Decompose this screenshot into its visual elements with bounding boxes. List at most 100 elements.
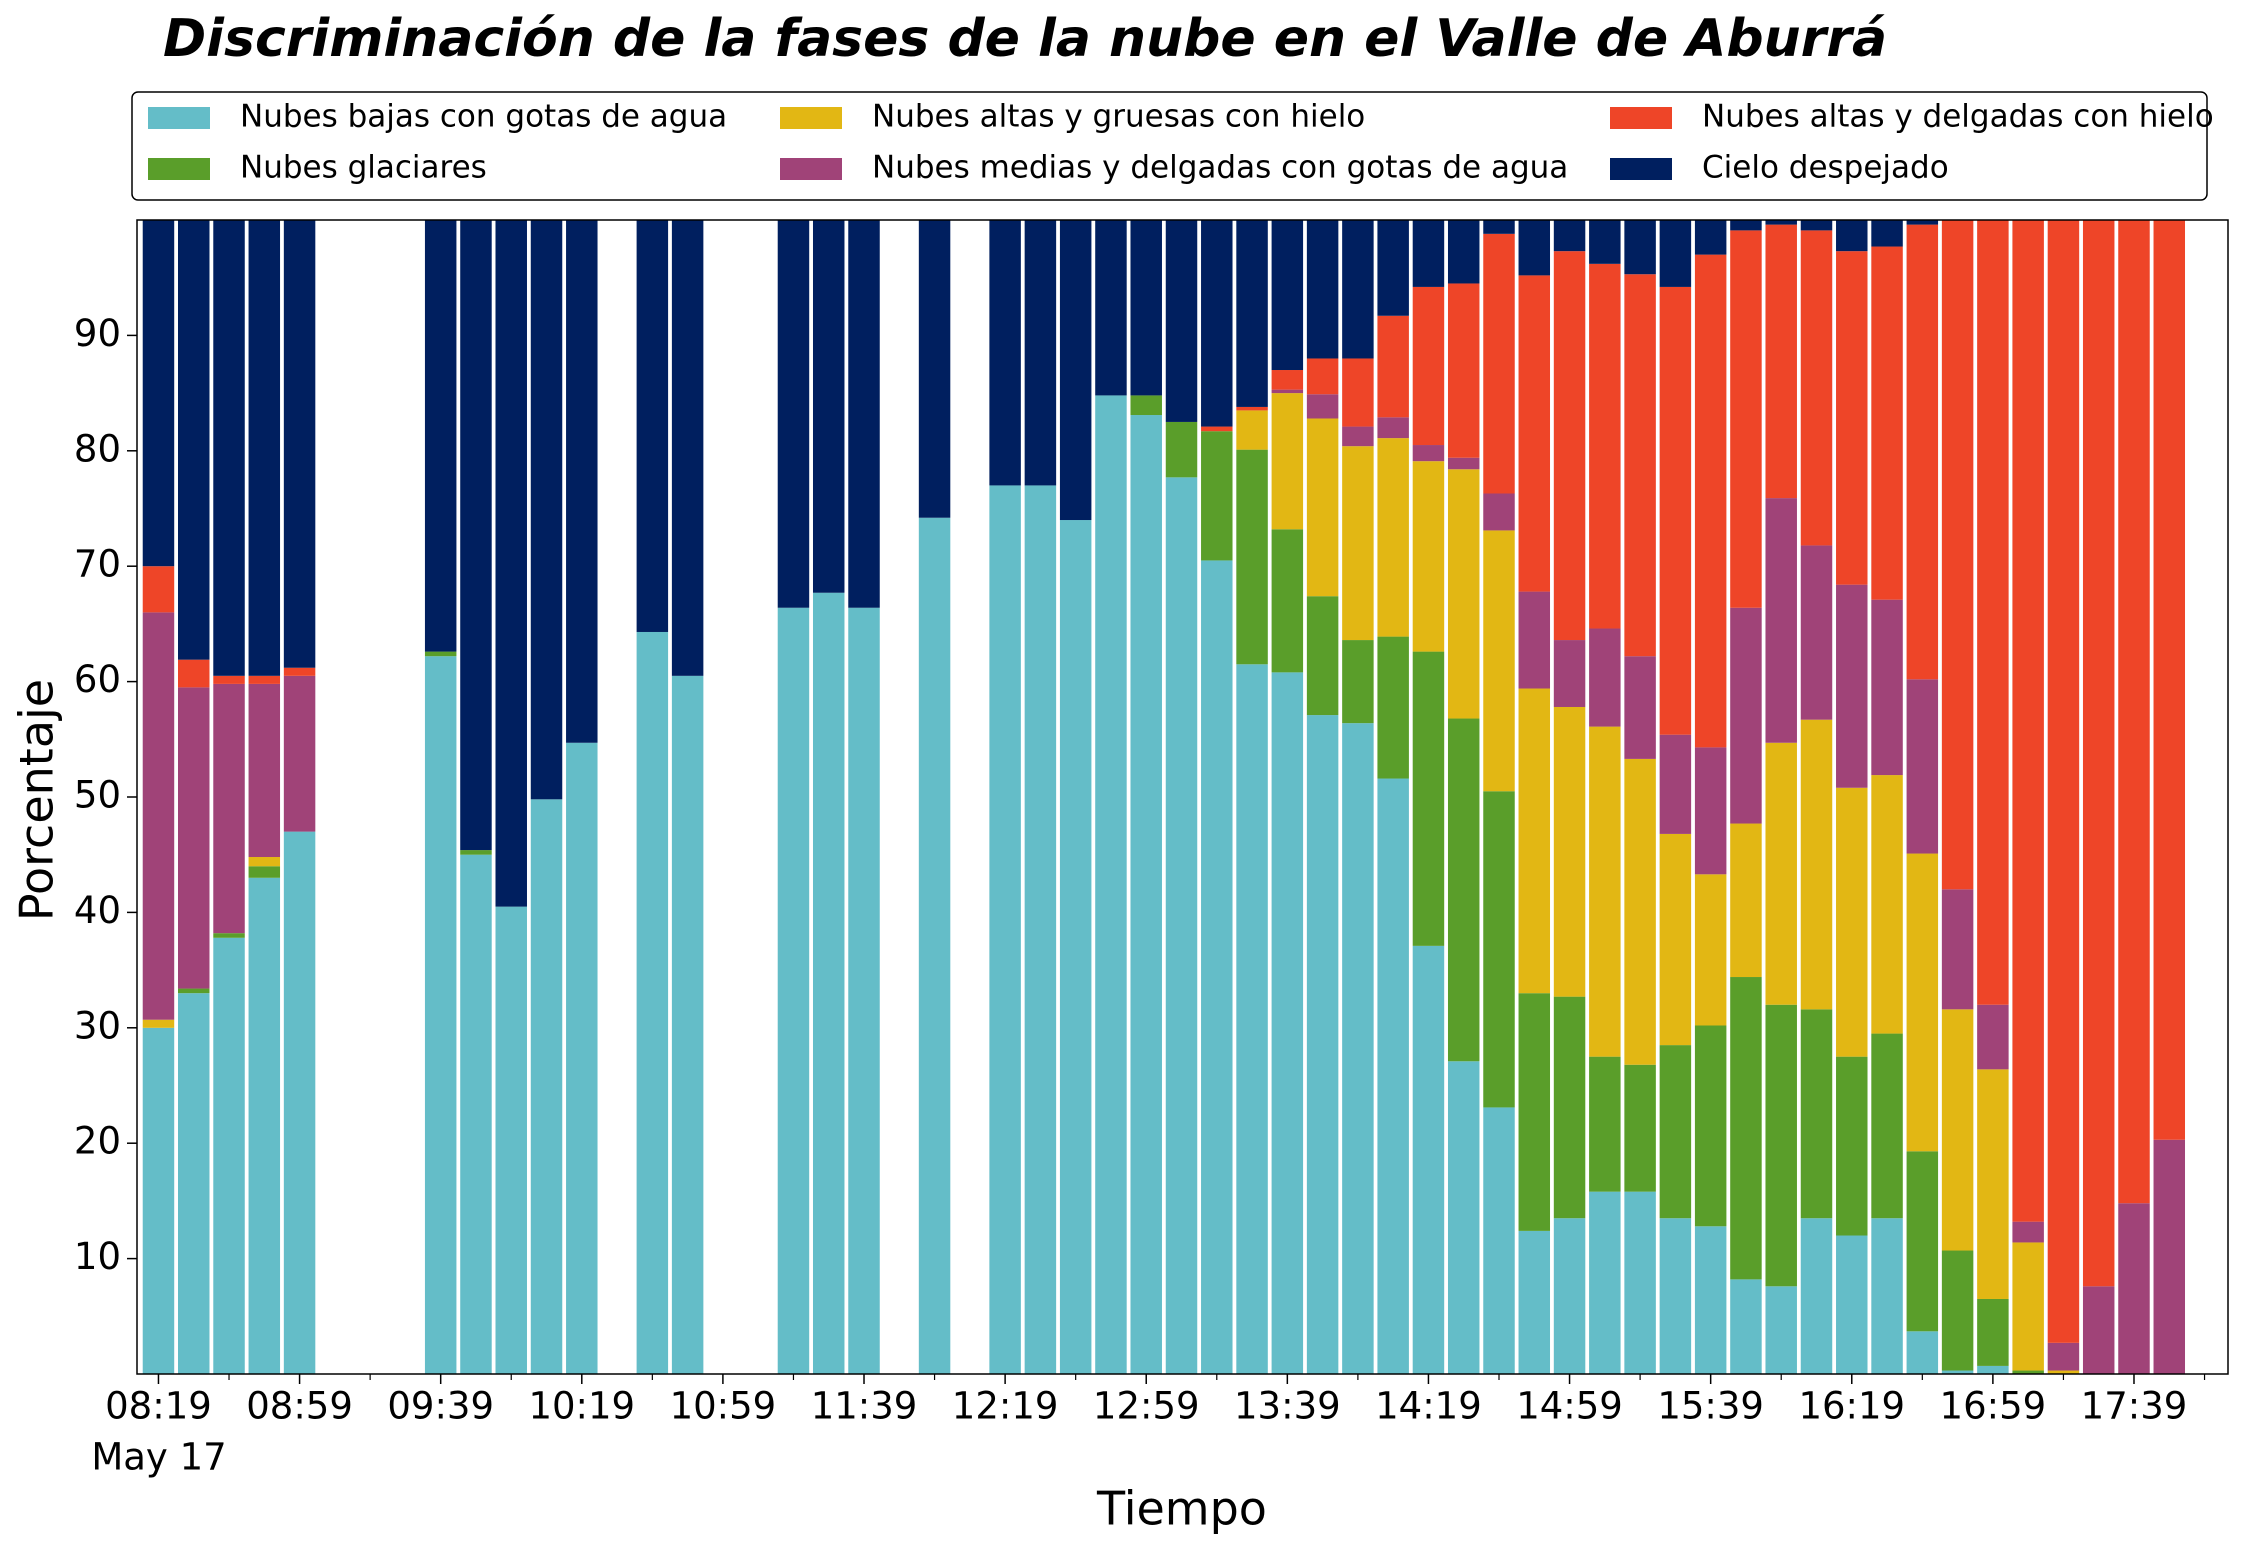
bar-segment — [1236, 449, 1268, 665]
bar-segment — [460, 220, 492, 851]
bar-segment — [1694, 747, 1727, 875]
bar-segment — [424, 220, 457, 652]
legend-box — [131, 91, 2208, 201]
bar-segment — [1412, 220, 1445, 287]
bar-segment — [1306, 596, 1339, 716]
bar-segment — [1800, 545, 1833, 720]
bar-segment — [1836, 1235, 1868, 1374]
bar-segment — [1553, 996, 1586, 1219]
bar-segment — [1271, 672, 1304, 1374]
bar-segment — [1871, 1218, 1903, 1374]
bar-segment — [1059, 220, 1092, 521]
bar-segment — [1836, 584, 1868, 788]
bar-segment — [1765, 220, 1797, 225]
x-tick-label: 12:19 — [952, 1385, 1059, 1428]
bar-segment — [1800, 1009, 1833, 1219]
legend-swatch — [148, 158, 210, 180]
bar-segment — [1906, 224, 1939, 680]
x-tick-label: 16:59 — [1940, 1385, 2047, 1428]
bar-segment — [424, 656, 457, 1374]
bar-segment — [1871, 220, 1903, 247]
bar-segment — [1412, 445, 1445, 462]
legend-label: Cielo despejado — [1702, 150, 1949, 186]
bar-segment — [1906, 220, 1939, 225]
bar-segment — [1447, 283, 1480, 458]
x-tick-label: 09:39 — [387, 1385, 494, 1428]
y-tick-label: 30 — [74, 1004, 121, 1047]
bar-segment — [283, 675, 316, 832]
legend-label: Nubes medias y delgadas con gotas de agu… — [872, 150, 1568, 186]
bar-segment — [283, 831, 316, 1374]
bar-segment — [1553, 1218, 1586, 1374]
x-tick-label: 10:19 — [528, 1385, 635, 1428]
bar-segment — [1130, 395, 1162, 416]
bar-segment — [1730, 823, 1762, 978]
bar-segment — [1518, 1230, 1551, 1374]
bar-segment — [460, 850, 492, 855]
x-tick-label: 16:19 — [1798, 1385, 1905, 1428]
bar-segment — [566, 742, 598, 1374]
bar-segment — [1836, 1056, 1868, 1236]
bar-segment — [671, 220, 704, 676]
bar-segment — [1906, 853, 1939, 1152]
bar-segment — [1589, 220, 1621, 264]
bar-segment — [1730, 977, 1762, 1280]
bar-segment — [1306, 220, 1339, 359]
bar-segment — [2047, 1342, 2080, 1371]
x-tick-label: 08:19 — [105, 1385, 212, 1428]
legend-swatch — [780, 107, 842, 129]
bar-segment — [1447, 220, 1480, 284]
bar-segment — [918, 517, 951, 1374]
bar-segment — [1624, 758, 1656, 1065]
x-tick-label: 10:59 — [670, 1385, 777, 1428]
bar-segment — [1483, 1107, 1515, 1374]
date-label: May 17 — [91, 1436, 226, 1479]
bar-segment — [848, 607, 880, 1374]
bar-segment — [1447, 1061, 1480, 1374]
bar-segment — [1271, 220, 1304, 371]
bar-segment — [213, 220, 245, 676]
x-axis-label: Tiempo — [1096, 1482, 1267, 1536]
bar-segment — [142, 612, 175, 1020]
bar-segment — [424, 651, 457, 657]
bar-segment — [1871, 599, 1903, 776]
x-tick-label: 08:59 — [246, 1385, 353, 1428]
bar-segment — [1694, 1226, 1727, 1374]
bar-segment — [1342, 446, 1374, 641]
bar-segment — [1483, 530, 1515, 792]
bar-segment — [1906, 1331, 1939, 1374]
bar-segment — [1130, 220, 1162, 396]
bar-segment — [1553, 220, 1586, 252]
bar-segment — [1342, 723, 1374, 1374]
bar-segment — [248, 866, 281, 878]
bar-segment — [1201, 431, 1233, 561]
bar-segment — [530, 799, 563, 1374]
y-tick-label: 50 — [74, 774, 121, 817]
y-tick-label: 40 — [74, 889, 121, 932]
bar-segment — [1730, 230, 1762, 608]
bar-segment — [918, 220, 951, 518]
bar-segment — [1977, 1365, 2009, 1374]
bar-segment — [2012, 1370, 2044, 1374]
bar-segment — [1589, 1056, 1621, 1192]
bar-segment — [213, 675, 245, 684]
bar-segment — [1906, 1151, 1939, 1332]
bar-segment — [1730, 1279, 1762, 1374]
bar-segment — [2082, 1286, 2115, 1374]
bar-segment — [1024, 220, 1057, 486]
bar-segment — [1871, 246, 1903, 600]
legend-label: Nubes altas y gruesas con hielo — [872, 99, 1365, 135]
bar-segment — [1201, 560, 1233, 1374]
bar-segment — [1412, 461, 1445, 652]
bar-segment — [1589, 726, 1621, 1057]
bar-segment — [1624, 220, 1656, 275]
bar-segment — [2082, 220, 2115, 1287]
bar-segment — [178, 220, 210, 660]
bar-segment — [1306, 394, 1339, 419]
legend-swatch — [1610, 158, 1672, 180]
bar-segment — [1271, 370, 1304, 390]
bar-segment — [1694, 874, 1727, 1026]
legend-label: Nubes glaciares — [240, 150, 487, 186]
bar-segment — [2012, 1242, 2044, 1371]
